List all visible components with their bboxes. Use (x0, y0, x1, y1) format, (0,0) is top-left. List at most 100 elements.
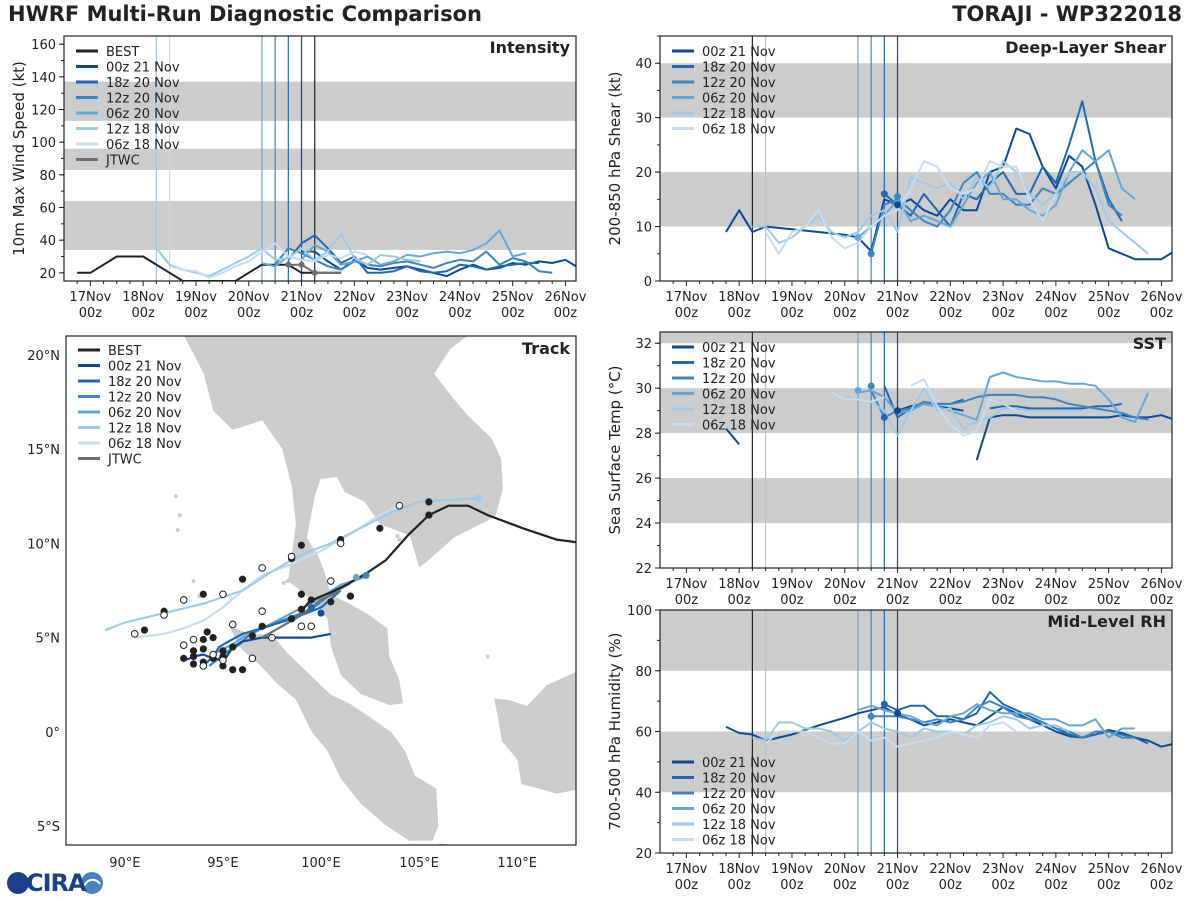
intensity-xtick-label-9: 26Nov 00z (544, 290, 586, 321)
shear-ytick-label-4: 40 (635, 57, 652, 72)
track-color-marker-0 (352, 573, 360, 581)
rh-title: Mid-Level RH (1047, 612, 1166, 631)
shear-ytick-label-1: 10 (635, 221, 652, 236)
track-solid-dot-24 (189, 652, 198, 661)
shear-title: Deep-Layer Shear (1005, 38, 1166, 57)
sst-ytick-label-3: 28 (635, 427, 652, 442)
intensity-series-06z-20-nov (261, 229, 527, 268)
track-solid-dot-19 (219, 647, 227, 655)
track-xtick-label-4: 110°E (497, 856, 537, 871)
track-solid-dot-27 (219, 662, 227, 670)
rh-ytick-label-1: 40 (635, 786, 652, 801)
track-hollow-dot-8 (327, 577, 335, 585)
intensity-band-0 (64, 200, 576, 250)
track-xtick-label-2: 100°E (301, 856, 341, 871)
track-map-group (104, 336, 576, 845)
rh-series-06z-18-nov (764, 721, 1017, 748)
rh-xtick-label-2: 19Nov 00z (771, 862, 813, 893)
rh-xtick-label-4: 21Nov 00z (877, 862, 919, 893)
intensity-ytick-label-4: 100 (31, 136, 56, 151)
track-hollow-dot-6 (160, 611, 168, 619)
track-solid-dot-17 (248, 632, 256, 640)
rh-xtick-label-0: 17Nov 00z (665, 862, 707, 893)
shear-xtick-label-9: 26Nov 00z (1140, 290, 1182, 321)
sst-legend-label-00z-21-nov: 00z 21 Nov (702, 341, 776, 356)
rh-xtick-label-5: 22Nov 00z (929, 862, 971, 893)
sst-xtick-label-7: 24Nov 00z (1035, 577, 1077, 608)
sst-ylabel: Sea Surface Temp (°C) (606, 365, 624, 534)
sst-legend-label-06z-20-nov: 06z 20 Nov (702, 388, 776, 403)
rh-xtick-label-6: 23Nov 00z (982, 862, 1024, 893)
shear-xtick-label-4: 21Nov 00z (877, 290, 919, 321)
sst-band-0 (660, 478, 1172, 524)
track-solid-dot-16 (258, 622, 266, 630)
shear-ytick-label-3: 30 (635, 112, 652, 127)
track-color-marker-4 (474, 494, 482, 502)
intensity-ytick-label-6: 140 (31, 71, 56, 86)
shear-ylabel: 200-850 hPa Shear (kt) (606, 72, 624, 246)
track-solid-dot-9 (140, 626, 149, 634)
rh-xtick-label-7: 24Nov 00z (1035, 862, 1077, 893)
intensity-xtick-label-8: 25Nov 00z (492, 290, 534, 321)
track-hollow-dot-18 (307, 622, 315, 631)
intensity-legend-label-06z-20-nov: 06z 20 Nov (106, 107, 180, 122)
intensity-legend-label-18z-20-nov: 18z 20 Nov (106, 76, 180, 91)
sst-xtick-label-3: 20Nov 00z (824, 577, 866, 608)
shear-legend-label-00z-21-nov: 00z 21 Nov (702, 45, 776, 60)
rh-legend-label-18z-20-nov: 18z 20 Nov (702, 772, 776, 787)
shear-series-06z-20-nov (857, 149, 1136, 239)
track-solid-dot-14 (297, 605, 305, 613)
sst-series-12z-20-nov (870, 389, 1149, 421)
track-island-8 (397, 537, 402, 542)
track-hollow-dot-16 (248, 654, 257, 663)
intensity-ytick-label-3: 80 (39, 169, 56, 184)
track-island-5 (285, 579, 290, 584)
sst-title: SST (1133, 334, 1166, 353)
shear-xtick-label-6: 23Nov 00z (982, 290, 1024, 321)
track-island-3 (191, 579, 196, 584)
sst-xtick-label-1: 18Nov 00z (718, 577, 760, 608)
sst-series-06z-20-nov (857, 371, 1150, 423)
track-island-2 (175, 528, 180, 533)
rh-marker-2 (894, 709, 902, 717)
track-color-marker-1 (362, 571, 370, 579)
shear-xtick-label-1: 18Nov 00z (718, 290, 760, 321)
rh-series-12z-20-nov (871, 700, 1136, 739)
track-legend-label-18z-20-nov: 18z 20 Nov (108, 375, 182, 390)
shear-band-1 (660, 63, 1172, 118)
track-island-1 (177, 513, 182, 518)
intensity-band-2 (64, 81, 576, 121)
page-title: HWRF Multi-Run Diagnostic Comparison (8, 2, 483, 26)
track-hollow-dot-9 (258, 607, 266, 616)
storm-title: TORAJI - WP322018 (952, 2, 1182, 26)
intensity-series-18z-20-nov (287, 234, 540, 274)
shear-marker-1 (867, 250, 875, 258)
shear-frame (659, 35, 1173, 282)
track-hollow-dot-17 (297, 622, 306, 631)
shear-legend-label-18z-20-nov: 18z 20 Nov (702, 61, 776, 76)
track-ytick-label-2: 5°N (36, 632, 61, 647)
track-solid-dot-13 (346, 592, 355, 600)
sst-marker-3 (894, 407, 902, 415)
intensity-legend-label-00z-21-nov: 00z 21 Nov (106, 61, 180, 76)
rh-legend-label-00z-21-nov: 00z 21 Nov (702, 756, 776, 771)
track-solid-dot-0 (425, 498, 433, 506)
intensity-ylabel: 10m Max Wind Speed (kt) (10, 61, 28, 256)
track-land-2 (493, 671, 576, 795)
track-color-marker-3 (317, 609, 325, 617)
track-ytick-label-4: 15°N (27, 443, 60, 458)
track-legend-label-06z-20-nov: 06z 20 Nov (108, 406, 182, 421)
track-solid-dot-10 (297, 590, 305, 598)
intensity-ytick-label-1: 40 (39, 234, 56, 249)
sst-ytick-label-2: 26 (635, 472, 652, 487)
track-solid-dot-12 (327, 598, 335, 606)
shear-panel: 0 10 20 30 40 17Nov 00z 18Nov 00z 19Nov 00z 20Nov 00… (606, 35, 1183, 321)
shear-series-12z-18-nov (752, 160, 1149, 255)
shear-series-group (725, 100, 1172, 261)
sst-legend-label-12z-18-nov: 12z 18 Nov (702, 403, 776, 418)
shear-xtick-label-2: 19Nov 00z (771, 290, 813, 321)
track-solid-dot-29 (238, 666, 247, 674)
sst-marker-2 (880, 413, 888, 421)
rh-ytick-label-2: 60 (635, 726, 652, 741)
intensity-legend-label-jtwc: JTWC (105, 154, 140, 169)
